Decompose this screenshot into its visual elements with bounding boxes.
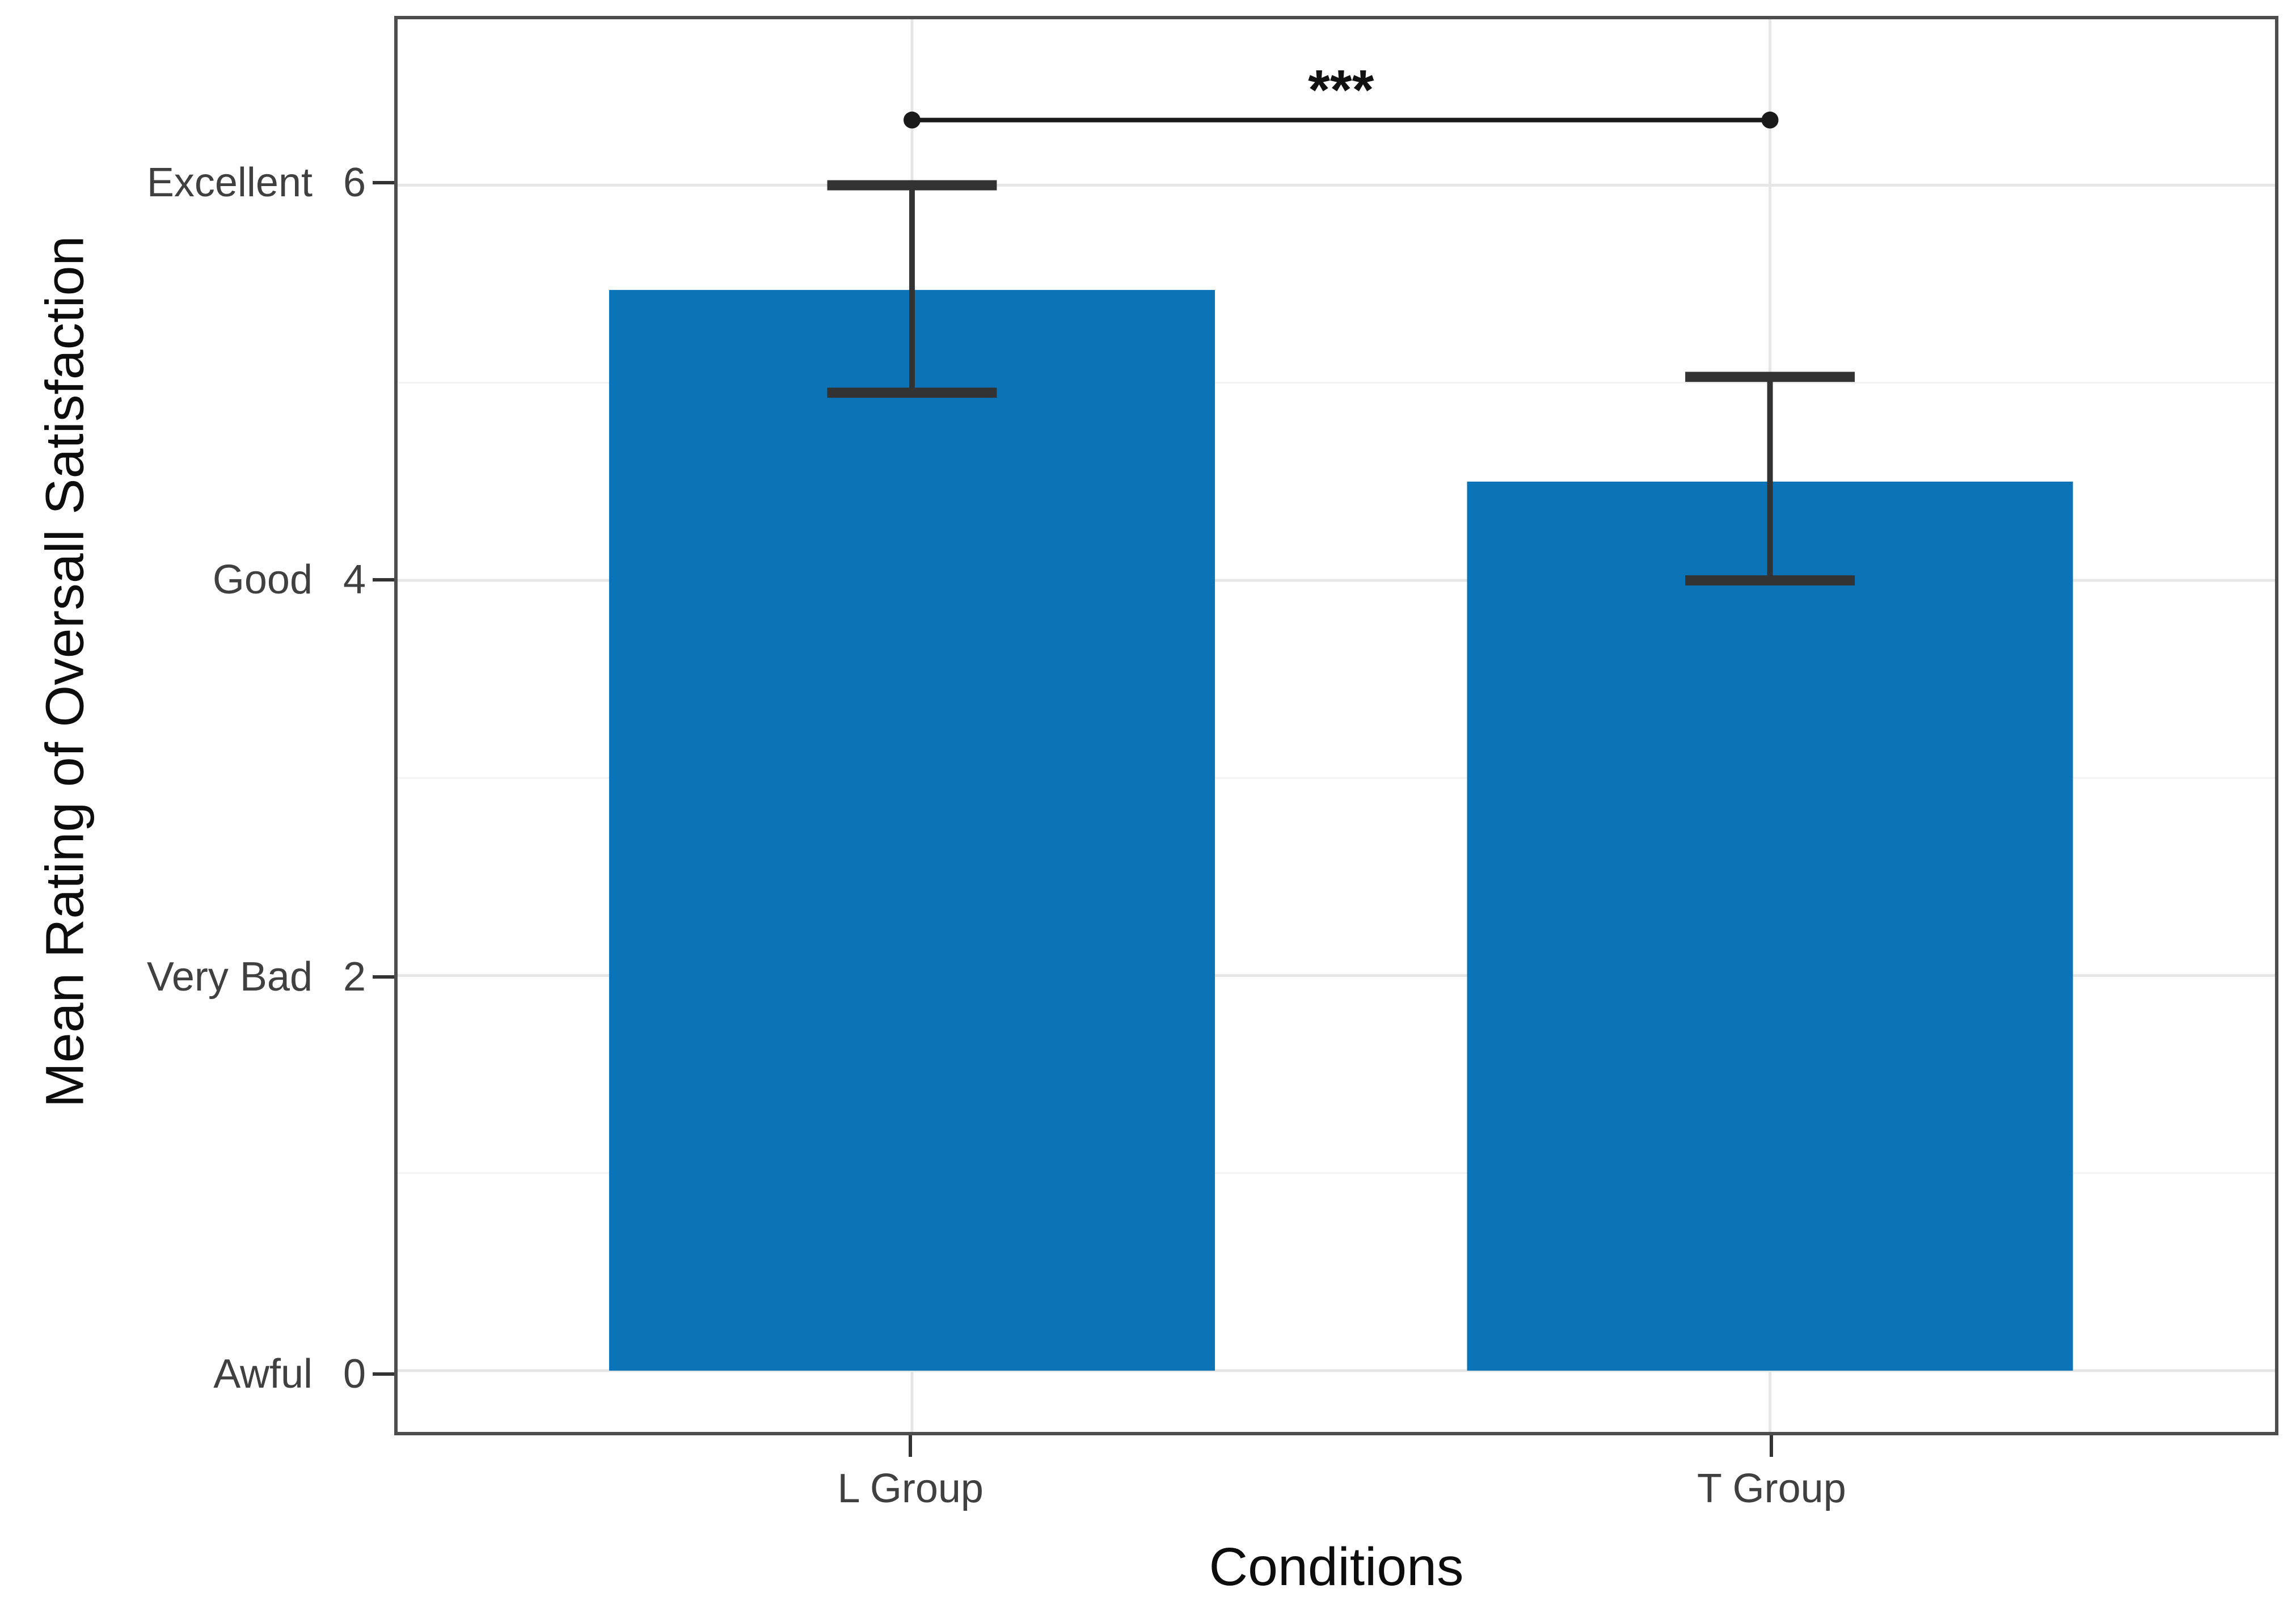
y-tick-mark <box>373 1372 394 1376</box>
y-tick-number: 2 <box>343 954 366 1000</box>
plot-area: *** <box>398 19 2275 1432</box>
y-tick-word: Good <box>212 557 313 602</box>
plot-panel: *** <box>394 16 2278 1435</box>
x-axis-title: Conditions <box>1209 1537 1464 1597</box>
x-tick-mark <box>1770 1435 1774 1457</box>
bar-l-group <box>609 290 1215 1371</box>
x-category-label-t-group: T Group <box>1696 1466 1846 1511</box>
y-tick-number: 4 <box>343 557 366 602</box>
y-tick-mark <box>373 180 394 184</box>
x-category-label-l-group: L Group <box>837 1466 984 1511</box>
y-tick-awful: Awful 0 <box>0 1350 366 1398</box>
y-tick-good: Good 4 <box>0 556 366 604</box>
y-tick-word: Awful <box>213 1351 313 1397</box>
y-tick-very-bad: Very Bad 2 <box>0 953 366 1001</box>
y-tick-number: 0 <box>343 1351 366 1397</box>
significance-bracket-dot-right <box>1761 111 1779 129</box>
y-tick-word: Excellent <box>146 159 313 205</box>
y-tick-number: 6 <box>343 159 366 205</box>
y-tick-mark <box>373 578 394 582</box>
y-tick-excellent: Excellent 6 <box>0 159 366 207</box>
x-tick-mark <box>909 1435 913 1457</box>
bar-t-group <box>1467 481 2073 1371</box>
significance-stars-label: *** <box>1308 59 1374 122</box>
y-tick-mark <box>373 975 394 979</box>
significance-bracket-dot-left <box>903 111 921 129</box>
y-tick-word: Very Bad <box>146 954 313 1000</box>
